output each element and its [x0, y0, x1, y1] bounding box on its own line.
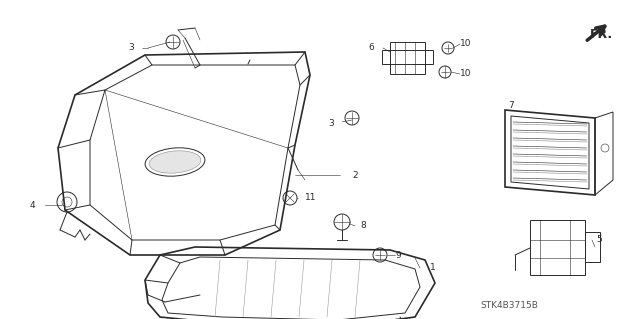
Text: 9: 9 [395, 250, 401, 259]
Text: 8: 8 [360, 221, 365, 231]
Text: 7: 7 [508, 100, 514, 109]
Text: 6: 6 [368, 43, 374, 53]
Text: 11: 11 [305, 194, 317, 203]
Text: 3: 3 [128, 43, 134, 53]
Text: 1: 1 [430, 263, 436, 272]
Text: 4: 4 [30, 201, 36, 210]
Text: 3: 3 [328, 120, 333, 129]
Ellipse shape [149, 151, 201, 173]
Text: 5: 5 [596, 235, 602, 244]
Text: STK4B3715B: STK4B3715B [480, 300, 538, 309]
Text: 2: 2 [352, 170, 358, 180]
Text: FR.: FR. [590, 28, 613, 41]
Text: 10: 10 [460, 70, 472, 78]
Text: 10: 10 [460, 40, 472, 48]
